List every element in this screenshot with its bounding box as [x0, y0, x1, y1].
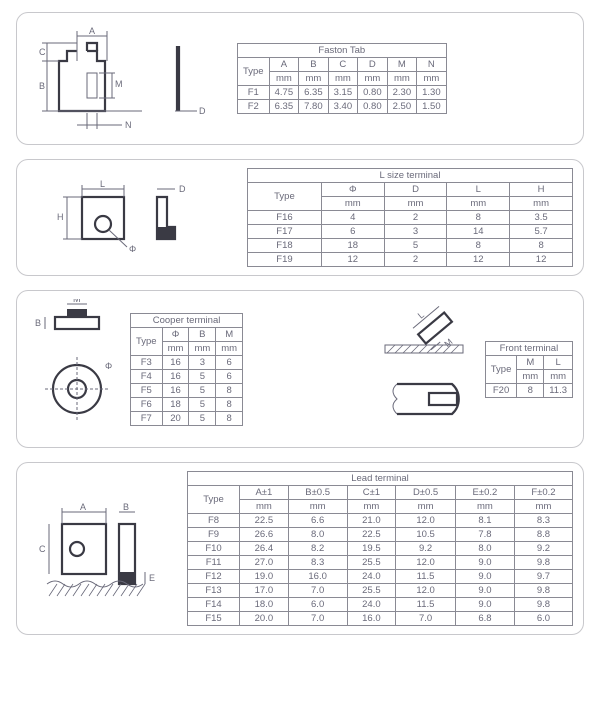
svg-text:Φ: Φ — [129, 244, 136, 254]
svg-text:B: B — [123, 502, 129, 512]
diagram-cooper: M B Φ — [27, 299, 122, 439]
label-B: B — [39, 81, 45, 91]
panel-lsize: L H Φ D L size terminal Type ΦDLH mmmmmm… — [16, 159, 584, 276]
label-M: M — [115, 79, 123, 89]
table-lsize: L size terminal Type ΦDLH mmmmmmmm F1642… — [247, 168, 573, 267]
table-row: F26.357.803.400.802.501.50 — [238, 100, 447, 114]
panel-lead: A B C E Lead terminal Type A±1B±0.5C±1D±… — [16, 462, 584, 635]
svg-text:L: L — [100, 179, 105, 189]
label-A: A — [89, 26, 95, 36]
sub-cooper: M B Φ Cooper terminal TypeΦBM mmmmmm F31… — [27, 299, 243, 439]
label-C: C — [39, 47, 46, 57]
svg-text:B: B — [35, 318, 41, 328]
table-faston: Faston Tab Type A B C D M N mmmmmmmmmmmm… — [237, 43, 447, 114]
diagram-front: L M — [367, 299, 477, 439]
panel-cooper-front: M B Φ Cooper terminal TypeΦBM mmmmmm F31… — [16, 290, 584, 448]
label-D: D — [199, 106, 206, 116]
svg-text:C: C — [39, 544, 46, 554]
table-lead: Lead terminal Type A±1B±0.5C±1D±0.5E±0.2… — [187, 471, 573, 626]
svg-text:H: H — [57, 212, 64, 222]
table-row: F14.756.353.150.802.301.30 — [238, 86, 447, 100]
diagram-lsize: L H Φ D — [27, 175, 237, 260]
svg-text:M: M — [73, 299, 81, 304]
diagram-lead: A B C E — [27, 484, 177, 614]
svg-text:D: D — [179, 184, 186, 194]
table-cooper: Cooper terminal TypeΦBM mmmmmm F31636 F4… — [130, 313, 243, 426]
label-N: N — [125, 120, 132, 130]
svg-text:E: E — [149, 573, 155, 583]
table-front: Front terminal TypeML mmmm F20811.3 — [485, 341, 573, 398]
svg-text:A: A — [80, 502, 86, 512]
sub-front: L M Front terminal TypeML mmmm F20811.3 — [367, 299, 573, 439]
table-title: Faston Tab — [238, 44, 447, 58]
svg-text:Φ: Φ — [105, 361, 112, 371]
diagram-faston: A C B M N D — [27, 21, 227, 136]
panel-faston: A C B M N D — [16, 12, 584, 145]
